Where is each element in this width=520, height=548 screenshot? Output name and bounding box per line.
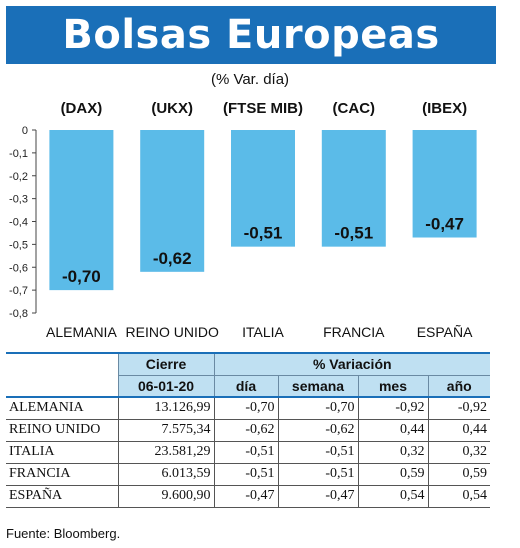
y-tick-label: -0,4 — [9, 217, 28, 229]
table-row: REINO UNIDO 7.575,34 -0,62 -0,62 0,44 0,… — [6, 419, 490, 442]
year-cell: 0,44 — [427, 419, 490, 442]
week-cell: -0,51 — [277, 463, 358, 486]
value-label: -0,70 — [62, 267, 101, 286]
year-cell: 0,54 — [427, 485, 490, 508]
country-cell: FRANCIA — [6, 463, 118, 486]
country-cell: ITALIA — [6, 441, 118, 464]
y-tick-label: 0 — [22, 125, 28, 137]
chart-title: Bolsas Europeas — [62, 12, 440, 58]
header-semana: semana — [277, 375, 358, 397]
category-label: FRANCIA — [323, 324, 385, 340]
header-ano: año — [427, 375, 490, 397]
close-cell: 9.600,90 — [117, 485, 214, 508]
year-cell: -0,92 — [427, 397, 490, 420]
index-label: (UKX) — [151, 100, 193, 117]
month-cell: 0,59 — [357, 463, 428, 486]
index-label: (DAX) — [61, 100, 103, 117]
week-cell: -0,62 — [277, 419, 358, 442]
header-blank-2 — [6, 375, 118, 397]
index-label: (FTSE MIB) — [223, 100, 303, 117]
year-cell: 0,59 — [427, 463, 490, 486]
y-tick-label: -0,2 — [9, 171, 28, 183]
category-label: ALEMANIA — [46, 324, 117, 340]
table-row: FRANCIA 6.013,59 -0,51 -0,51 0,59 0,59 — [6, 463, 490, 486]
y-tick-label: -0,1 — [9, 148, 28, 160]
y-tick-label: -0,3 — [9, 194, 28, 206]
title-banner: Bolsas Europeas — [6, 6, 496, 64]
category-label: REINO UNIDO — [126, 324, 219, 340]
bar-chart: 0 -0,1 -0,2 -0,3 -0,4 -0,5 -0,6 -0,7 -0,8 (DAX) -0… — [9, 100, 477, 340]
header-variacion: % Variación — [213, 353, 490, 376]
month-cell: 0,32 — [357, 441, 428, 464]
index-label: (IBEX) — [422, 100, 467, 117]
value-label: -0,51 — [244, 224, 283, 243]
header-cierre: Cierre — [117, 353, 214, 376]
table-row: ITALIA 23.581,29 -0,51 -0,51 0,32 0,32 — [6, 441, 490, 464]
day-cell: -0,51 — [213, 463, 278, 486]
week-cell: -0,47 — [277, 485, 358, 508]
source-note: Fuente: Bloomberg. — [6, 526, 121, 541]
country-cell: REINO UNIDO — [6, 419, 118, 442]
bar — [321, 130, 386, 247]
chart-subtitle: (% Var. día) — [210, 71, 290, 88]
year-cell: 0,32 — [427, 441, 490, 464]
week-cell: -0,70 — [277, 397, 358, 420]
y-tick-label: -0,7 — [9, 285, 28, 297]
month-cell: -0,92 — [357, 397, 428, 420]
bar — [49, 130, 114, 291]
country-cell: ALEMANIA — [6, 397, 118, 420]
bar — [231, 130, 295, 247]
close-cell: 13.126,99 — [117, 397, 214, 420]
day-cell: -0,70 — [213, 397, 278, 420]
table-row: ALEMANIA 13.126,99 -0,70 -0,70 -0,92 -0,… — [6, 397, 490, 420]
table-row: ESPAÑA 9.600,90 -0,47 -0,47 0,54 0,54 — [6, 485, 490, 508]
category-label: ESPAÑA — [417, 324, 473, 340]
day-cell: -0,51 — [213, 441, 278, 464]
bar — [140, 130, 205, 272]
header-blank — [6, 353, 118, 375]
close-cell: 23.581,29 — [117, 441, 214, 464]
y-tick-label: -0,5 — [9, 239, 28, 251]
month-cell: 0,54 — [357, 485, 428, 508]
category-label: ITALIA — [242, 324, 284, 340]
header-dia: día — [213, 375, 278, 397]
value-label: -0,47 — [425, 215, 464, 234]
close-cell: 7.575,34 — [117, 419, 214, 442]
header-date: 06-01-20 — [117, 375, 214, 397]
bar — [412, 130, 477, 238]
week-cell: -0,51 — [277, 441, 358, 464]
y-tick-label: -0,8 — [9, 308, 28, 320]
month-cell: 0,44 — [357, 419, 428, 442]
index-label: (CAC) — [333, 100, 376, 117]
value-label: -0,62 — [153, 249, 192, 268]
data-table: Cierre % Variación 06-01-20 día semana m… — [6, 352, 490, 508]
y-tick-label: -0,6 — [9, 262, 28, 274]
day-cell: -0,47 — [213, 485, 278, 508]
country-cell: ESPAÑA — [6, 485, 118, 508]
data-table-container: Cierre % Variación 06-01-20 día semana m… — [6, 352, 490, 508]
header-mes: mes — [357, 375, 428, 397]
value-label: -0,51 — [334, 224, 373, 243]
close-cell: 6.013,59 — [117, 463, 214, 486]
day-cell: -0,62 — [213, 419, 278, 442]
